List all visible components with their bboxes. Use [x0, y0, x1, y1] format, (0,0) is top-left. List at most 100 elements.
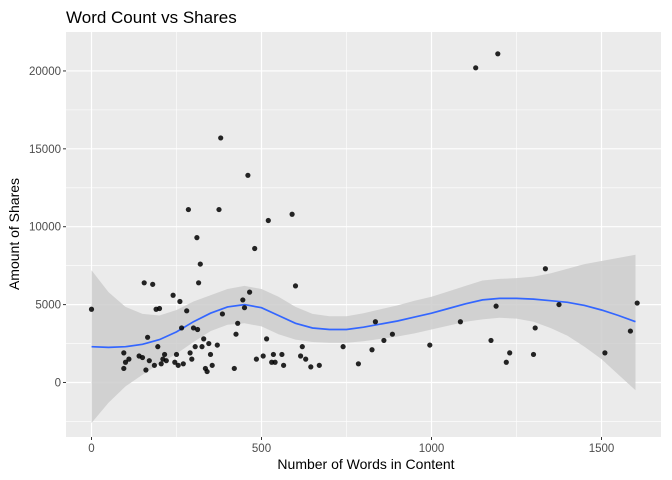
data-point: [180, 361, 186, 367]
data-point: [196, 280, 202, 286]
data-point: [457, 319, 463, 325]
data-point: [488, 337, 494, 344]
x-tick-label: 500: [252, 443, 271, 455]
data-point: [219, 311, 225, 317]
data-point: [192, 344, 198, 350]
data-point: [199, 344, 205, 350]
data-point: [184, 308, 190, 314]
data-point: [235, 320, 241, 326]
data-point: [542, 266, 549, 272]
data-point: [627, 328, 634, 334]
data-point: [252, 245, 258, 252]
data-point: [381, 337, 387, 344]
data-point: [303, 356, 309, 362]
y-axis-title: Amount of Shares: [6, 178, 22, 290]
y-tick-label: 5000: [35, 300, 61, 312]
confidence-band: [91, 254, 636, 423]
data-point: [316, 362, 322, 368]
data-point: [189, 356, 195, 362]
data-point: [372, 319, 378, 325]
data-point: [427, 342, 433, 348]
data-point: [201, 336, 207, 342]
data-point: [121, 365, 127, 372]
data-point: [602, 350, 608, 356]
data-point: [241, 305, 248, 311]
data-point: [204, 368, 210, 375]
data-point: [264, 336, 270, 342]
data-point: [214, 342, 220, 348]
data-point: [156, 305, 163, 312]
data-point: [139, 354, 146, 361]
data-point: [281, 362, 287, 368]
plot-panel: [66, 32, 661, 437]
y-axis: 0 5000 10000 15000 20000: [29, 66, 66, 389]
data-point: [389, 331, 395, 337]
data-point: [143, 367, 149, 373]
chart-title: Word Count vs Shares: [66, 8, 237, 27]
data-point: [177, 298, 183, 305]
data-point: [556, 301, 562, 308]
data-point: [240, 297, 246, 303]
data-point: [179, 325, 185, 331]
data-point: [146, 358, 152, 364]
data-point: [634, 300, 640, 306]
data-point: [298, 353, 304, 359]
data-point: [260, 353, 266, 359]
data-point: [206, 340, 212, 347]
data-point: [265, 217, 271, 224]
data-point: [126, 356, 132, 362]
data-point: [163, 358, 169, 364]
data-point: [172, 359, 178, 365]
data-point: [292, 283, 299, 289]
data-point: [247, 289, 253, 295]
x-tick-label: 1000: [419, 443, 445, 455]
data-point: [279, 351, 285, 358]
y-tick-label: 0: [55, 377, 61, 389]
data-point: [495, 51, 501, 57]
y-tick-label: 20000: [29, 66, 61, 78]
data-point: [207, 351, 214, 358]
x-tick-label: 1500: [589, 443, 615, 455]
data-point: [289, 211, 295, 217]
data-point: [187, 350, 193, 356]
data-point: [473, 65, 479, 71]
y-tick-label: 15000: [29, 144, 61, 156]
data-point: [209, 362, 215, 368]
data-point: [218, 135, 224, 141]
data-point: [231, 365, 237, 372]
data-point: [233, 331, 239, 337]
data-point: [194, 235, 200, 241]
data-point: [507, 350, 513, 356]
data-point: [340, 344, 346, 350]
data-point: [145, 334, 151, 340]
data-point: [190, 325, 197, 331]
x-axis-title: Number of Words in Content: [277, 456, 454, 472]
data-point: [253, 356, 259, 362]
data-point: [175, 362, 181, 368]
points-layer: [88, 51, 640, 375]
data-point: [245, 172, 251, 178]
data-point: [532, 325, 538, 331]
data-point: [272, 359, 278, 365]
data-point: [150, 281, 156, 287]
data-point: [173, 351, 180, 358]
data-point: [88, 306, 95, 312]
data-point: [162, 351, 168, 358]
data-point: [170, 292, 176, 298]
data-point: [503, 359, 509, 365]
x-axis: 0 500 1000 1500: [88, 437, 614, 455]
data-point: [158, 361, 164, 367]
data-point: [194, 326, 201, 333]
data-point: [530, 351, 537, 358]
data-point: [197, 261, 203, 267]
data-point: [308, 364, 314, 370]
data-point: [121, 350, 127, 356]
data-point: [151, 362, 157, 368]
data-point: [369, 347, 375, 353]
confidence-band-layer: [91, 254, 636, 423]
data-point: [185, 206, 191, 213]
data-point: [122, 359, 129, 365]
data-point: [270, 351, 276, 358]
x-tick-label: 0: [88, 443, 94, 455]
